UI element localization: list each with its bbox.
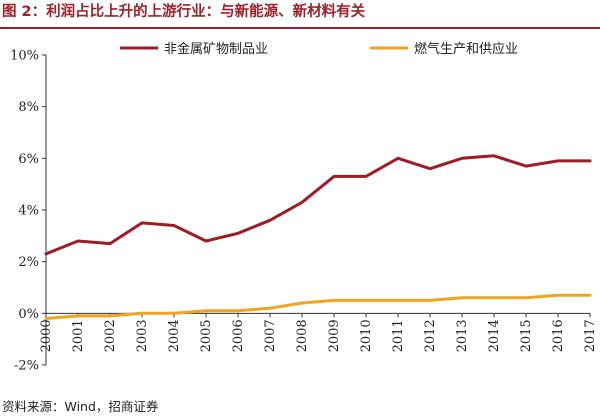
data-point bbox=[108, 314, 112, 318]
x-tick-label: 2009 bbox=[327, 319, 342, 352]
y-tick-label: -2% bbox=[14, 359, 39, 374]
data-point bbox=[492, 154, 496, 157]
data-point bbox=[300, 201, 304, 204]
data-point bbox=[524, 164, 528, 168]
title-divider bbox=[0, 27, 600, 29]
x-tick-label: 2007 bbox=[263, 319, 278, 352]
x-tick-label: 2017 bbox=[583, 319, 598, 352]
data-point bbox=[364, 299, 368, 302]
y-tick-label: 10% bbox=[10, 49, 39, 64]
y-tick-label: 8% bbox=[18, 100, 39, 115]
data-point bbox=[236, 309, 240, 312]
series-line bbox=[44, 154, 592, 256]
data-point bbox=[428, 299, 432, 302]
x-tick-label: 2006 bbox=[231, 319, 246, 352]
x-tick-label: 2011 bbox=[391, 319, 406, 352]
series-line bbox=[44, 293, 592, 320]
data-point bbox=[140, 221, 144, 225]
x-tick-label: 2001 bbox=[71, 319, 86, 352]
data-point bbox=[172, 312, 176, 315]
data-point bbox=[76, 239, 80, 243]
data-point bbox=[588, 159, 592, 163]
series-1 bbox=[44, 154, 592, 256]
source-note: 资料来源：Wind，招商证券 bbox=[2, 399, 159, 414]
data-point bbox=[236, 232, 240, 235]
y-tick-label: 2% bbox=[18, 255, 39, 270]
y-tick-label: 4% bbox=[18, 204, 39, 219]
data-point bbox=[44, 252, 48, 256]
data-point bbox=[108, 242, 112, 245]
data-point bbox=[300, 301, 304, 305]
data-point bbox=[428, 167, 432, 170]
data-point bbox=[140, 312, 144, 315]
x-tick-label: 2014 bbox=[487, 319, 502, 352]
data-point bbox=[268, 219, 272, 222]
x-tick-label: 2008 bbox=[295, 319, 310, 352]
data-point bbox=[332, 175, 336, 178]
data-point bbox=[204, 239, 208, 243]
x-tick-label: 2005 bbox=[199, 319, 214, 352]
data-point bbox=[396, 157, 400, 160]
x-tick-label: 2012 bbox=[423, 319, 438, 352]
x-axis: 2000 2001 2002 2003 2004 2005 2006 2007 2008 2009… bbox=[39, 312, 598, 352]
data-point bbox=[172, 224, 176, 227]
x-tick-label: 2010 bbox=[359, 319, 374, 352]
data-point bbox=[204, 309, 208, 312]
x-tick-label: 2002 bbox=[103, 319, 118, 352]
data-point bbox=[556, 294, 560, 297]
data-point bbox=[588, 294, 592, 297]
series-lines bbox=[44, 154, 592, 320]
figure-title: 图 2：利润占比上升的上游行业：与新能源、新材料有关 bbox=[2, 4, 366, 20]
data-point bbox=[396, 299, 400, 302]
y-tick-label: 6% bbox=[18, 152, 39, 167]
data-point bbox=[76, 314, 80, 318]
y-tick-label: 0% bbox=[18, 307, 39, 322]
legend: 非金属矿物制品业 燃气生产和供应业 bbox=[120, 41, 518, 57]
data-point bbox=[332, 299, 336, 302]
data-point bbox=[556, 159, 560, 163]
x-tick-label: 2013 bbox=[455, 319, 470, 352]
data-point bbox=[524, 296, 528, 300]
data-point bbox=[460, 296, 464, 300]
x-tick-label: 2004 bbox=[167, 319, 182, 352]
x-tick-label: 2016 bbox=[551, 319, 566, 352]
x-tick-label: 2000 bbox=[39, 319, 54, 352]
x-tick-label: 2003 bbox=[135, 319, 150, 352]
x-tick-label: 2015 bbox=[519, 319, 534, 352]
legend-label: 非金属矿物制品业 bbox=[164, 41, 268, 57]
data-point bbox=[44, 317, 48, 320]
data-point bbox=[492, 296, 496, 300]
legend-label: 燃气生产和供应业 bbox=[414, 41, 518, 57]
data-point bbox=[364, 175, 368, 178]
data-point bbox=[460, 157, 464, 160]
series-2 bbox=[44, 293, 592, 320]
data-point bbox=[268, 306, 272, 310]
y-axis: -2% 0% 2% 4% 6% 8% 10% bbox=[10, 49, 47, 374]
